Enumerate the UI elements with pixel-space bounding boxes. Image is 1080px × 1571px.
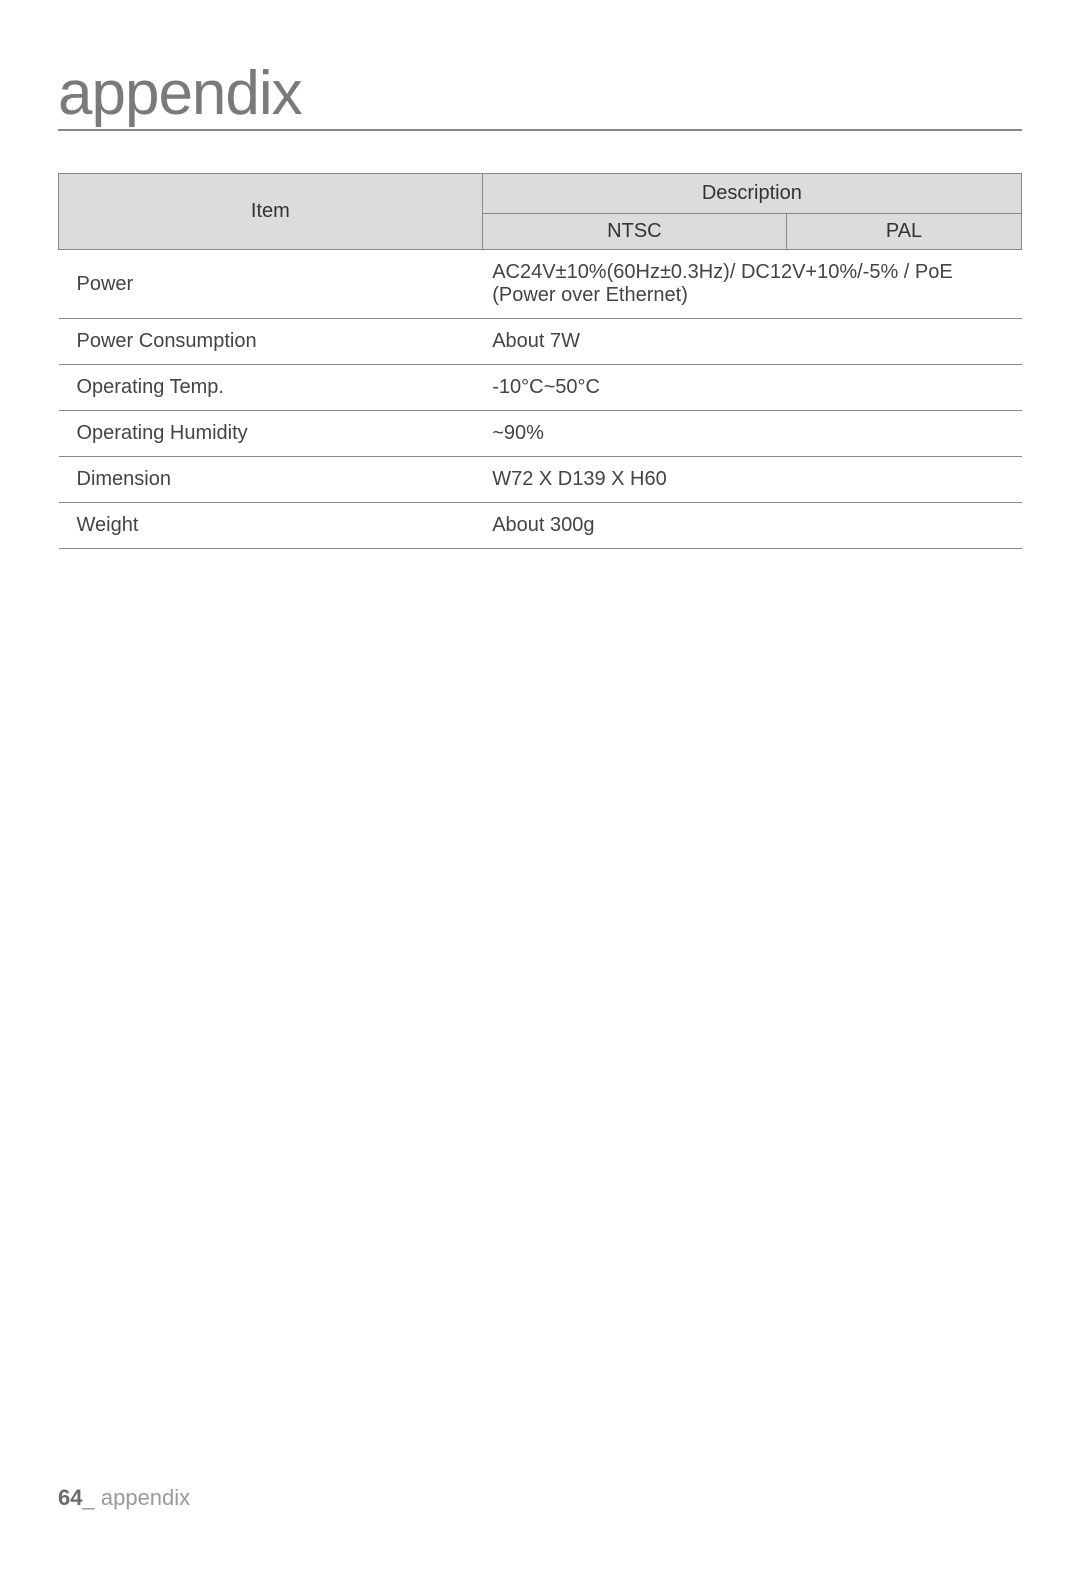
page-number: 64 xyxy=(58,1485,82,1510)
table-row: Operating Temp. -10°C~50°C xyxy=(59,365,1022,411)
table-row: Operating Humidity ~90% xyxy=(59,411,1022,457)
table-cell-description: ~90% xyxy=(482,411,1021,457)
specifications-table: Item Description NTSC PAL Power AC24V±10… xyxy=(58,173,1022,549)
table-cell-item: Operating Temp. xyxy=(59,365,483,411)
table-header-pal: PAL xyxy=(787,214,1022,250)
table-cell-description: -10°C~50°C xyxy=(482,365,1021,411)
table-cell-description: AC24V±10%(60Hz±0.3Hz)/ DC12V+10%/-5% / P… xyxy=(482,250,1021,319)
table-header-ntsc: NTSC xyxy=(482,214,786,250)
table-row: Power AC24V±10%(60Hz±0.3Hz)/ DC12V+10%/-… xyxy=(59,250,1022,319)
table-cell-description: W72 X D139 X H60 xyxy=(482,457,1021,503)
table-header-description: Description xyxy=(482,174,1021,214)
page-title: appendix xyxy=(58,58,1022,131)
table-row: Dimension W72 X D139 X H60 xyxy=(59,457,1022,503)
footer-separator: _ xyxy=(82,1485,94,1510)
table-cell-item: Dimension xyxy=(59,457,483,503)
table-header-item: Item xyxy=(59,174,483,250)
table-cell-item: Power Consumption xyxy=(59,319,483,365)
page-footer: 64_ appendix xyxy=(58,1485,190,1511)
table-cell-item: Power xyxy=(59,250,483,319)
table-row: Weight About 300g xyxy=(59,503,1022,549)
table-cell-description: About 7W xyxy=(482,319,1021,365)
footer-label: appendix xyxy=(101,1485,190,1510)
table-cell-item: Operating Humidity xyxy=(59,411,483,457)
table-row: Power Consumption About 7W xyxy=(59,319,1022,365)
table-cell-description: About 300g xyxy=(482,503,1021,549)
table-cell-item: Weight xyxy=(59,503,483,549)
